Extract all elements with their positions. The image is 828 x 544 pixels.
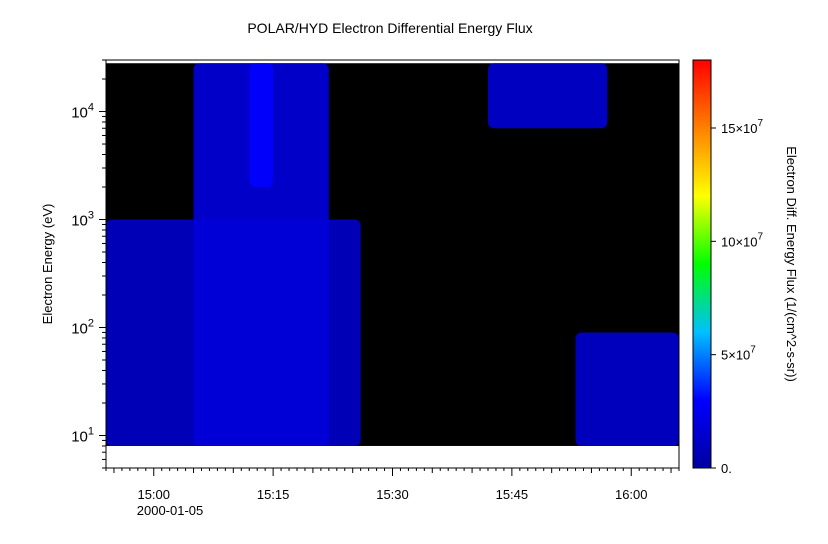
x-tick-label: 15:45 — [496, 487, 529, 502]
y-tick-label: 103 — [71, 210, 94, 230]
colorbar: 0. 5×107 10×107 15×107 Electron Diff. Energ… — [692, 59, 799, 476]
x-tick-label: 15:15 — [257, 487, 290, 502]
y-tick-label: 104 — [71, 102, 94, 122]
region-low-energy-band — [575, 332, 679, 446]
y-axis-label: Electron Energy (eV) — [40, 204, 55, 325]
colorbar-tick-label: 15×107 — [721, 118, 764, 136]
colorbar-tick-label: 0. — [721, 461, 732, 476]
chart-title: POLAR/HYD Electron Differential Energy F… — [247, 20, 532, 36]
colorbar-tick-label: 5×107 — [721, 345, 756, 363]
region-burst-core — [249, 63, 274, 188]
colorbar-tick-label: 10×107 — [721, 231, 764, 249]
x-tick-label: 16:00 — [615, 487, 648, 502]
x-axis: 15:00 15:15 15:30 15:45 16:00 — [105, 468, 680, 502]
region-high-energy-cap — [488, 63, 608, 129]
plot-area — [105, 59, 680, 469]
spectrogram-regions — [106, 63, 679, 446]
region-main-electron-burst — [193, 63, 329, 446]
colorbar-gradient — [692, 59, 712, 469]
x-tick-label: 15:00 — [137, 487, 170, 502]
y-tick-label: 102 — [71, 318, 94, 338]
colorbar-label: Electron Diff. Energy Flux (1/(cm^2-s-sr… — [784, 146, 799, 382]
y-axis: 101 102 103 104 — [71, 59, 106, 469]
x-date-label: 2000-01-05 — [137, 503, 204, 518]
x-tick-label: 15:30 — [376, 487, 409, 502]
colorbar-ticks: 0. 5×107 10×107 15×107 — [711, 118, 764, 476]
y-tick-label: 101 — [71, 425, 94, 445]
